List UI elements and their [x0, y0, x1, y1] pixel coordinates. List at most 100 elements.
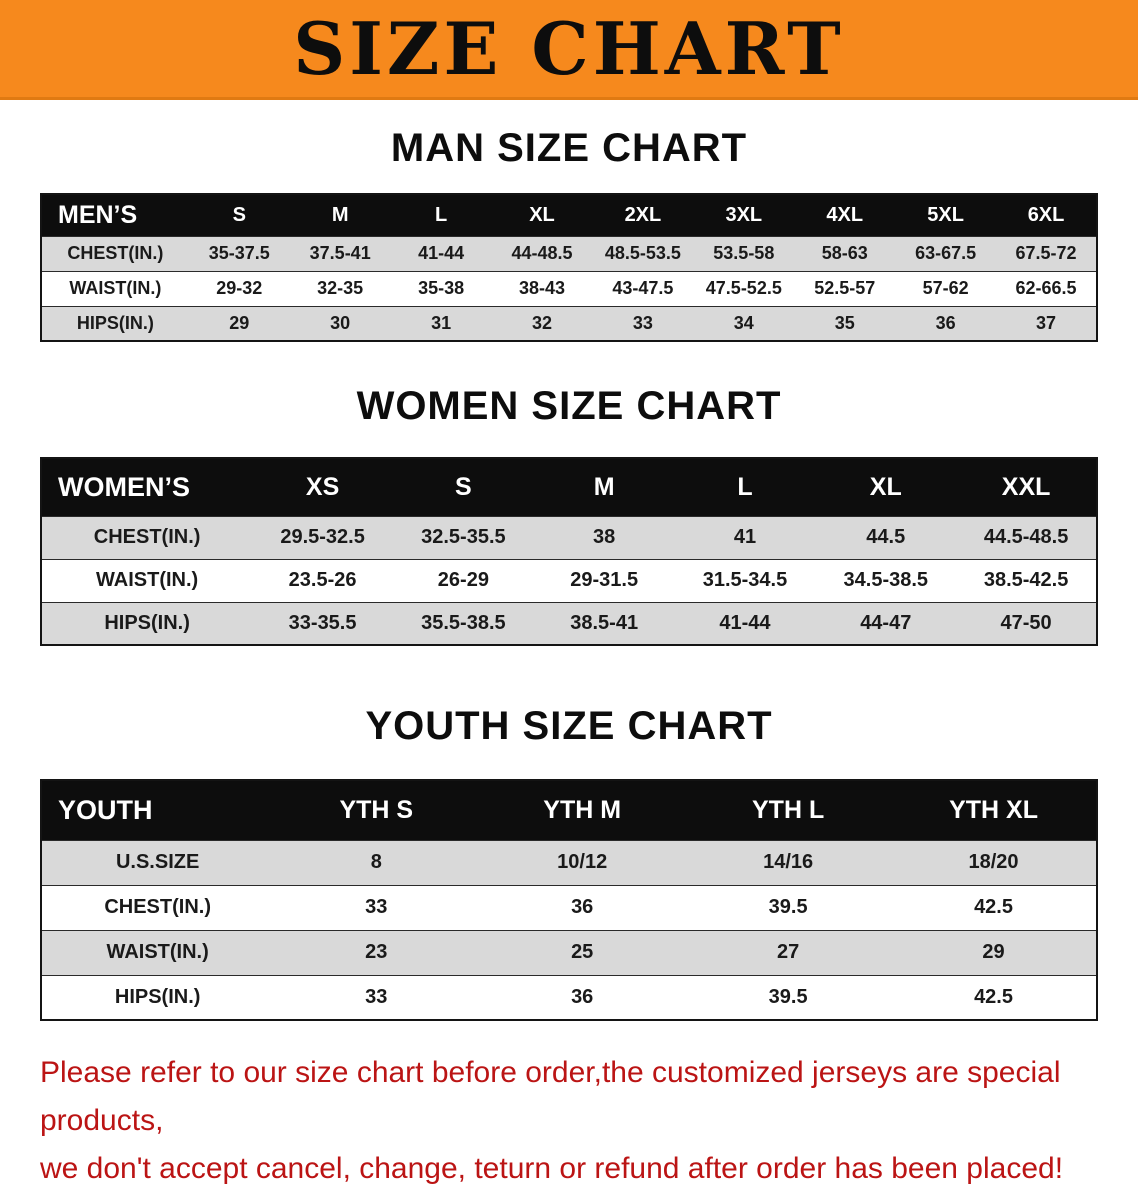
size-value-cell: 35.5-38.5	[392, 601, 534, 645]
size-value-cell: 38.5-42.5	[956, 558, 1097, 602]
size-column-header: YTH XL	[891, 780, 1097, 840]
size-value-cell: 32.5-35.5	[392, 515, 534, 559]
size-value-cell: 27	[685, 929, 892, 975]
youth-size-table: YOUTH YTH S YTH M YTH L YTH XL U.S.SIZE 8 10/12…	[40, 779, 1098, 1021]
size-column-header: 2XL	[592, 194, 694, 236]
size-value-cell: 44-47	[815, 601, 957, 645]
size-value-cell: 31	[390, 305, 492, 341]
size-value-cell: 25	[479, 929, 686, 975]
size-value-cell: 41-44	[674, 601, 816, 645]
women-size-chart-heading: WOMEN SIZE CHART	[356, 384, 782, 428]
size-chart-banner: SIZE CHART	[0, 0, 1138, 100]
disclaimer-line-1: Please refer to our size chart before or…	[40, 1056, 1061, 1137]
row-label: CHEST(IN.)	[41, 884, 274, 930]
table-row: HIPS(IN.) 33 36 39.5 42.5	[41, 974, 1097, 1020]
size-value-cell: 38-43	[491, 270, 593, 306]
size-value-cell: 30	[289, 305, 391, 341]
size-column-header: XL	[815, 458, 957, 516]
table-row: WAIST(IN.) 23.5-26 26-29 29-31.5 31.5-34.5 34…	[41, 558, 1097, 602]
row-label: HIPS(IN.)	[41, 305, 189, 341]
table-row: HIPS(IN.) 29 30 31 32 33 34 35 36 37	[41, 305, 1097, 341]
table-header-row: WOMEN’S XS S M L XL XXL	[41, 458, 1097, 516]
size-value-cell: 53.5-58	[693, 235, 795, 271]
size-column-header: S	[188, 194, 290, 236]
size-value-cell: 36	[895, 305, 997, 341]
size-column-header: YTH M	[479, 780, 686, 840]
row-label: WAIST(IN.)	[41, 929, 274, 975]
disclaimer-note: Please refer to our size chart before or…	[40, 1049, 1100, 1193]
size-value-cell: 31.5-34.5	[674, 558, 816, 602]
table-title-cell: MEN’S	[41, 194, 189, 236]
size-column-header: YTH L	[685, 780, 892, 840]
size-value-cell: 23.5-26	[252, 558, 393, 602]
row-label: HIPS(IN.)	[41, 974, 274, 1020]
size-column-header: 4XL	[794, 194, 896, 236]
size-value-cell: 36	[479, 884, 686, 930]
size-value-cell: 47-50	[956, 601, 1097, 645]
size-value-cell: 39.5	[685, 884, 892, 930]
size-value-cell: 18/20	[891, 839, 1097, 885]
table-row: WAIST(IN.) 23 25 27 29	[41, 929, 1097, 975]
size-value-cell: 33	[273, 974, 480, 1020]
row-label: CHEST(IN.)	[41, 515, 253, 559]
size-value-cell: 35	[794, 305, 896, 341]
size-value-cell: 29.5-32.5	[252, 515, 393, 559]
row-label: U.S.SIZE	[41, 839, 274, 885]
size-value-cell: 36	[479, 974, 686, 1020]
size-value-cell: 32	[491, 305, 593, 341]
men-size-chart-heading: MAN SIZE CHART	[390, 126, 748, 170]
size-value-cell: 33-35.5	[252, 601, 393, 645]
size-value-cell: 35-38	[390, 270, 492, 306]
size-value-cell: 37	[996, 305, 1097, 341]
size-value-cell: 33	[273, 884, 480, 930]
table-row: U.S.SIZE 8 10/12 14/16 18/20	[41, 839, 1097, 885]
size-column-header: M	[289, 194, 391, 236]
size-value-cell: 34	[693, 305, 795, 341]
size-value-cell: 42.5	[891, 974, 1097, 1020]
size-column-header: S	[392, 458, 534, 516]
size-column-header: YTH S	[273, 780, 480, 840]
table-row: CHEST(IN.) 33 36 39.5 42.5	[41, 884, 1097, 930]
row-label: WAIST(IN.)	[41, 558, 253, 602]
men-size-table: MEN’S S M L XL 2XL 3XL 4XL 5XL 6XL CHEST(IN.) 35-37…	[40, 193, 1098, 342]
size-value-cell: 44.5-48.5	[956, 515, 1097, 559]
size-value-cell: 39.5	[685, 974, 892, 1020]
size-value-cell: 47.5-52.5	[693, 270, 795, 306]
size-value-cell: 37.5-41	[289, 235, 391, 271]
size-value-cell: 29-31.5	[533, 558, 675, 602]
size-value-cell: 38	[533, 515, 675, 559]
size-value-cell: 29	[891, 929, 1097, 975]
size-value-cell: 41-44	[390, 235, 492, 271]
size-column-header: M	[533, 458, 675, 516]
size-value-cell: 35-37.5	[188, 235, 290, 271]
size-value-cell: 41	[674, 515, 816, 559]
table-header-row: MEN’S S M L XL 2XL 3XL 4XL 5XL 6XL	[41, 194, 1097, 236]
size-column-header: L	[390, 194, 492, 236]
size-value-cell: 29-32	[188, 270, 290, 306]
table-row: CHEST(IN.) 35-37.5 37.5-41 41-44 44-48.5 48.5…	[41, 235, 1097, 271]
table-header-row: YOUTH YTH S YTH M YTH L YTH XL	[41, 780, 1097, 840]
size-value-cell: 58-63	[794, 235, 896, 271]
size-column-header: 3XL	[693, 194, 795, 236]
size-value-cell: 63-67.5	[895, 235, 997, 271]
table-title-cell: WOMEN’S	[41, 458, 253, 516]
size-value-cell: 10/12	[479, 839, 686, 885]
size-value-cell: 29	[188, 305, 290, 341]
row-label: HIPS(IN.)	[41, 601, 253, 645]
table-row: CHEST(IN.) 29.5-32.5 32.5-35.5 38 41 44.5 44.5…	[41, 515, 1097, 559]
size-value-cell: 38.5-41	[533, 601, 675, 645]
size-column-header: XS	[252, 458, 393, 516]
size-value-cell: 57-62	[895, 270, 997, 306]
size-value-cell: 14/16	[685, 839, 892, 885]
size-column-header: XL	[491, 194, 593, 236]
size-column-header: 5XL	[895, 194, 997, 236]
size-value-cell: 44-48.5	[491, 235, 593, 271]
disclaimer-line-2: we don't accept cancel, change, teturn o…	[40, 1152, 1064, 1185]
size-value-cell: 26-29	[392, 558, 534, 602]
size-value-cell: 42.5	[891, 884, 1097, 930]
size-value-cell: 43-47.5	[592, 270, 694, 306]
size-column-header: 6XL	[996, 194, 1097, 236]
size-column-header: XXL	[956, 458, 1097, 516]
size-value-cell: 48.5-53.5	[592, 235, 694, 271]
youth-size-chart-heading: YOUTH SIZE CHART	[365, 704, 773, 748]
